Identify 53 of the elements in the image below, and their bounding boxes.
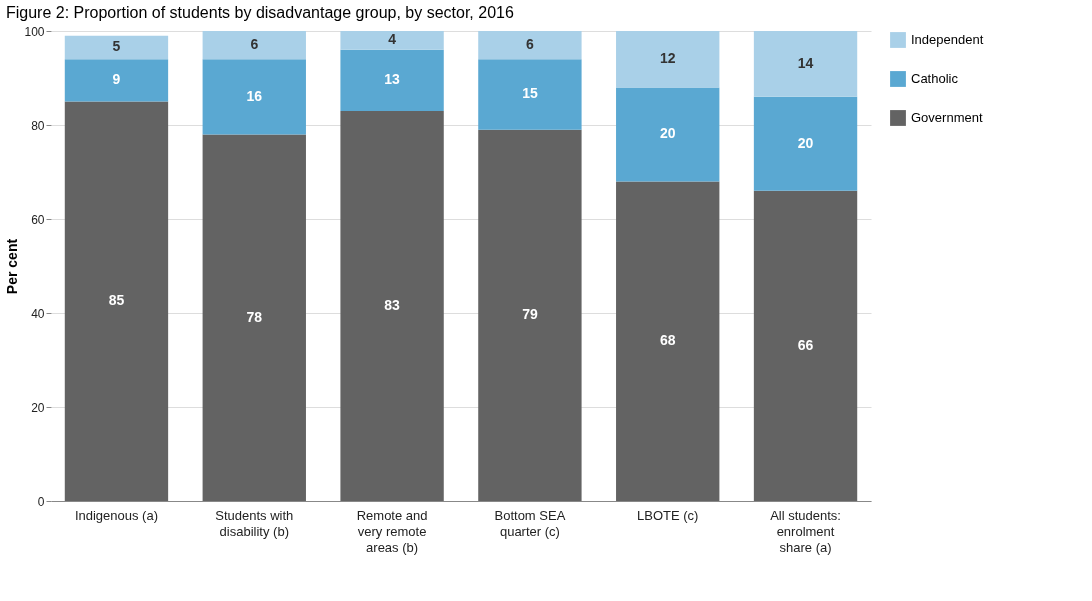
data-label: 9 — [112, 71, 121, 88]
x-tick-label: All students: enrolment share (a) — [770, 507, 841, 555]
bar — [202, 31, 306, 60]
x-tick-label: Bottom SEA quarter (c) — [494, 507, 566, 539]
y-tick-label: 80 — [31, 118, 45, 133]
data-label: 6 — [526, 36, 535, 53]
bar — [340, 110, 444, 501]
bar — [753, 96, 858, 191]
data-label: 13 — [384, 71, 401, 88]
bar — [64, 35, 169, 60]
legend-label: Independent — [911, 32, 984, 47]
x-tick-label: Students with disability (b) — [215, 507, 294, 539]
data-label: 20 — [659, 125, 676, 142]
x-tick-label: Indigenous (a) — [74, 507, 159, 523]
bar — [64, 101, 169, 501]
data-label: 66 — [797, 336, 814, 353]
bar — [616, 87, 720, 182]
data-label: 15 — [522, 85, 538, 102]
legend-label: Catholic — [911, 71, 959, 86]
data-label: 4 — [388, 31, 397, 48]
data-label: 68 — [659, 332, 676, 349]
bar — [616, 31, 720, 88]
bar — [616, 181, 720, 501]
bar — [202, 134, 306, 501]
bar — [478, 129, 582, 501]
bar — [64, 59, 169, 102]
data-label: 20 — [797, 134, 814, 151]
bar — [340, 31, 444, 50]
y-tick-label: 60 — [31, 212, 45, 227]
data-label: 83 — [384, 296, 401, 313]
data-label: 16 — [246, 87, 263, 104]
y-tick-label: 100 — [24, 24, 45, 39]
y-tick-label: 0 — [37, 494, 45, 509]
data-label: 6 — [250, 36, 259, 53]
y-tick-label: 40 — [31, 306, 45, 321]
legend-label: Government — [911, 110, 983, 125]
data-label: 79 — [522, 306, 538, 323]
bar — [478, 31, 582, 60]
data-label: 12 — [659, 50, 676, 67]
bar — [340, 49, 444, 111]
chart-title: Figure 2: Proportion of students by disadvantage group, by sector, 2016 — [5, 4, 514, 21]
x-tick-label: LBOTE (c) — [637, 507, 699, 523]
bar — [202, 59, 306, 135]
data-label: 14 — [797, 54, 814, 71]
data-label: 5 — [112, 38, 121, 55]
data-label: 78 — [246, 308, 263, 325]
bar — [753, 190, 858, 501]
y-axis-title: Per cent — [4, 238, 21, 295]
bar — [478, 59, 582, 130]
bar — [753, 31, 858, 97]
y-tick-label: 20 — [31, 400, 45, 415]
x-tick-label: Remote and very remote areas (b) — [356, 507, 428, 555]
data-label: 85 — [108, 292, 125, 309]
